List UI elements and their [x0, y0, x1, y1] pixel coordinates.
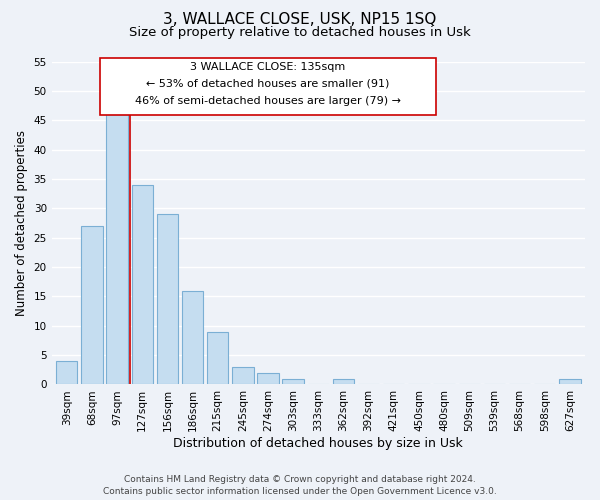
Bar — [283, 378, 304, 384]
Bar — [106, 114, 128, 384]
Bar — [81, 226, 103, 384]
Bar — [182, 290, 203, 384]
Bar — [257, 372, 279, 384]
Bar — [131, 185, 153, 384]
Bar — [56, 361, 77, 384]
Text: 3, WALLACE CLOSE, USK, NP15 1SQ: 3, WALLACE CLOSE, USK, NP15 1SQ — [163, 12, 437, 28]
Bar — [207, 332, 229, 384]
Bar — [559, 378, 581, 384]
Bar — [157, 214, 178, 384]
Text: Contains HM Land Registry data © Crown copyright and database right 2024.: Contains HM Land Registry data © Crown c… — [124, 476, 476, 484]
Text: ← 53% of detached houses are smaller (91): ← 53% of detached houses are smaller (91… — [146, 78, 389, 88]
FancyBboxPatch shape — [100, 58, 436, 115]
Bar — [232, 367, 254, 384]
Text: Size of property relative to detached houses in Usk: Size of property relative to detached ho… — [129, 26, 471, 39]
Text: 3 WALLACE CLOSE: 135sqm: 3 WALLACE CLOSE: 135sqm — [190, 62, 345, 72]
Bar — [333, 378, 354, 384]
X-axis label: Distribution of detached houses by size in Usk: Distribution of detached houses by size … — [173, 437, 463, 450]
Y-axis label: Number of detached properties: Number of detached properties — [15, 130, 28, 316]
Text: 46% of semi-detached houses are larger (79) →: 46% of semi-detached houses are larger (… — [134, 96, 401, 106]
Text: Contains public sector information licensed under the Open Government Licence v3: Contains public sector information licen… — [103, 486, 497, 496]
